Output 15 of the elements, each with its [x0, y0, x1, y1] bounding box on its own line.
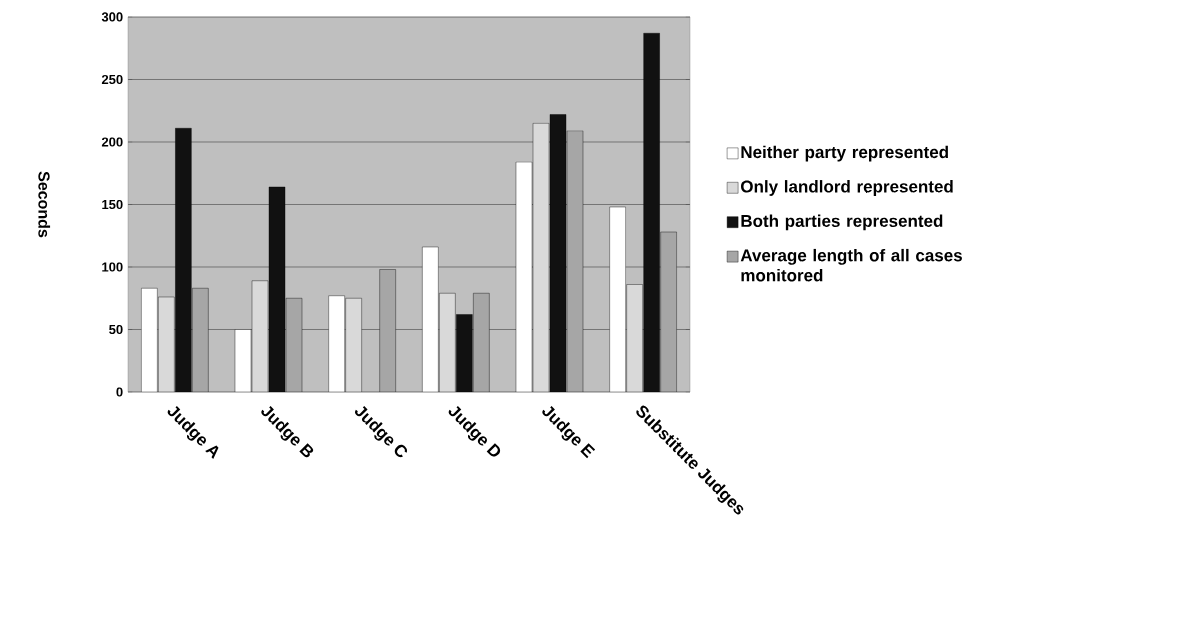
y-tick-label: 200: [101, 137, 123, 147]
bar: [456, 314, 473, 392]
y-tick-label: 300: [101, 12, 123, 22]
y-tick-label: 50: [109, 324, 123, 335]
legend-label: Only landlord represented: [741, 180, 953, 196]
y-axis-title: Seconds: [38, 171, 51, 238]
y-tick-label: 250: [101, 74, 123, 85]
y-tick-label: 0: [116, 387, 123, 397]
legend-label: Neither party represented: [741, 145, 948, 162]
y-tick-label: 100: [102, 262, 123, 272]
legend-label: Average length of all cases monitored: [740, 248, 962, 282]
bar: [175, 128, 192, 392]
y-tick-label: 150: [102, 199, 123, 210]
bar: [643, 33, 660, 392]
legend-label: Both parties represented: [741, 214, 943, 231]
